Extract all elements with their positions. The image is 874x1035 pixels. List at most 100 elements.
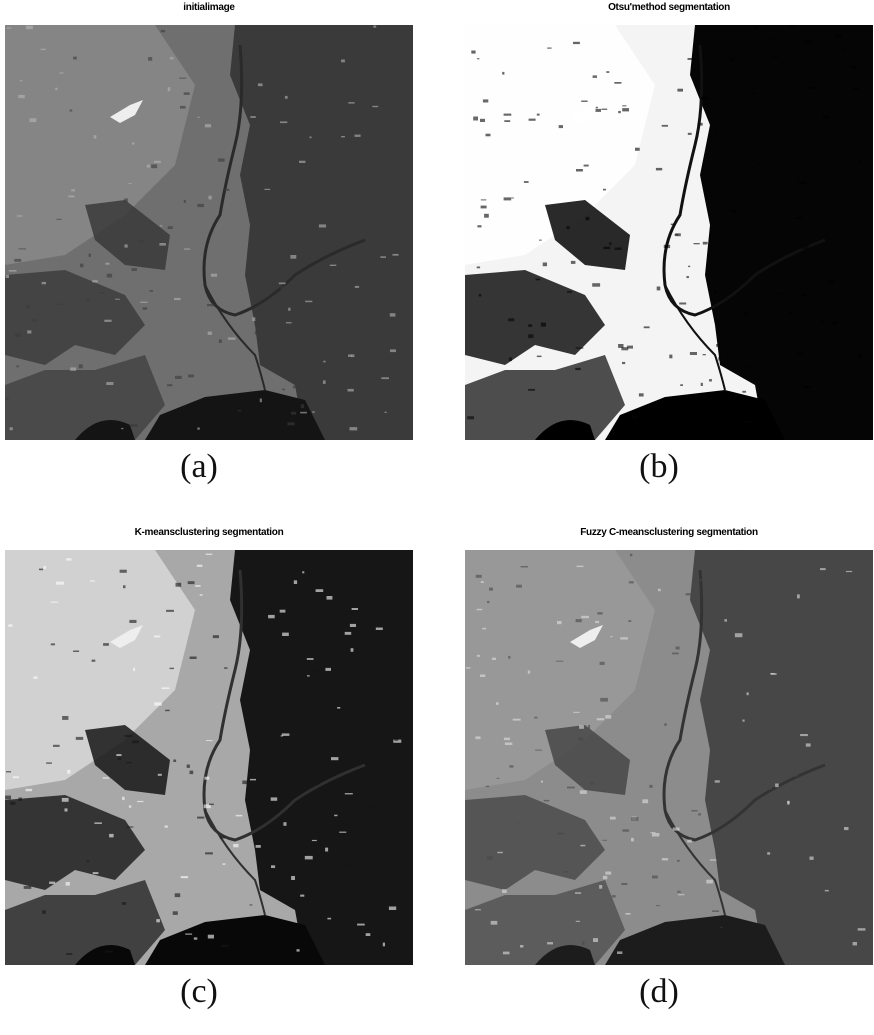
panel-caption: (b) — [460, 448, 858, 486]
texture — [166, 610, 174, 612]
texture — [571, 261, 576, 264]
texture — [698, 123, 702, 126]
texture — [126, 762, 132, 763]
texture — [735, 779, 739, 780]
texture — [767, 852, 770, 855]
panel: Otsu'method segmentation(b) — [460, 0, 874, 510]
texture — [355, 286, 359, 288]
texture — [707, 587, 710, 589]
texture — [350, 624, 356, 627]
texture — [301, 559, 305, 562]
texture — [297, 381, 299, 383]
texture — [858, 353, 861, 357]
texture — [154, 636, 160, 638]
texture — [631, 838, 634, 842]
texture — [200, 594, 203, 596]
texture — [592, 283, 600, 287]
texture — [477, 58, 480, 59]
texture — [333, 201, 336, 202]
texture — [822, 778, 830, 781]
texture — [790, 771, 798, 775]
texture — [355, 135, 361, 137]
texture — [849, 110, 856, 114]
texture — [161, 30, 165, 32]
texture — [259, 772, 264, 774]
texture — [154, 702, 162, 705]
texture — [339, 832, 346, 833]
texture — [180, 106, 186, 109]
texture — [600, 698, 608, 702]
texture — [26, 26, 33, 30]
texture — [349, 827, 353, 829]
texture — [557, 833, 564, 835]
texture — [830, 79, 834, 80]
texture — [62, 798, 69, 802]
texture — [46, 762, 52, 763]
texture — [323, 361, 325, 363]
texture — [375, 231, 378, 233]
texture — [691, 810, 697, 811]
texture — [593, 938, 598, 942]
texture — [206, 740, 213, 741]
texture — [337, 707, 340, 709]
texture — [671, 224, 675, 226]
texture — [629, 581, 634, 583]
texture — [701, 97, 708, 100]
texture — [236, 815, 243, 817]
texture — [597, 612, 602, 614]
texture — [827, 330, 830, 334]
texture — [477, 267, 480, 269]
texture — [711, 659, 719, 660]
texture — [649, 785, 652, 788]
texture — [187, 765, 190, 768]
texture — [628, 620, 631, 622]
texture — [330, 265, 337, 266]
texture — [8, 624, 12, 627]
texture — [53, 745, 60, 747]
texture — [596, 107, 598, 109]
texture — [603, 876, 607, 880]
texture — [544, 800, 550, 802]
texture — [622, 105, 626, 106]
texture — [79, 364, 83, 368]
texture — [576, 169, 583, 172]
texture — [773, 39, 776, 41]
texture — [299, 161, 305, 163]
texture — [557, 621, 562, 624]
texture — [829, 124, 835, 125]
texture — [796, 352, 803, 354]
texture — [617, 951, 622, 954]
texture — [255, 331, 257, 335]
texture — [68, 196, 74, 198]
texture — [492, 658, 496, 660]
texture — [849, 172, 852, 175]
texture — [15, 334, 21, 337]
texture — [791, 774, 798, 777]
texture — [179, 78, 186, 79]
texture — [341, 60, 345, 63]
texture — [603, 189, 606, 191]
texture — [766, 319, 771, 322]
texture — [858, 928, 866, 930]
texture — [810, 857, 814, 860]
texture — [742, 391, 746, 393]
texture — [129, 805, 132, 807]
texture — [173, 911, 178, 915]
texture — [372, 106, 378, 107]
texture — [581, 616, 589, 618]
texture — [223, 863, 226, 865]
texture — [271, 100, 279, 104]
texture — [242, 781, 247, 785]
texture — [573, 712, 580, 713]
texture — [374, 352, 377, 355]
texture — [688, 133, 692, 135]
texture — [719, 271, 722, 275]
texture — [782, 947, 785, 949]
texture — [505, 743, 513, 746]
texture — [383, 943, 385, 947]
texture — [595, 621, 599, 623]
texture — [376, 628, 383, 631]
texture — [580, 790, 587, 794]
texture — [259, 229, 264, 231]
texture — [810, 113, 813, 117]
